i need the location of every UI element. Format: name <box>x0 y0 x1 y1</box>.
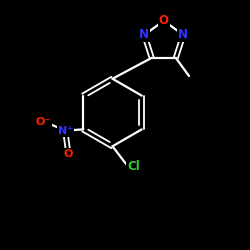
Text: O⁻: O⁻ <box>36 117 51 127</box>
Text: Cl: Cl <box>127 160 140 173</box>
Text: N⁺: N⁺ <box>58 126 73 136</box>
Text: O: O <box>159 14 169 27</box>
Text: O: O <box>63 149 72 159</box>
Text: N: N <box>139 28 149 42</box>
Text: N: N <box>178 28 188 42</box>
